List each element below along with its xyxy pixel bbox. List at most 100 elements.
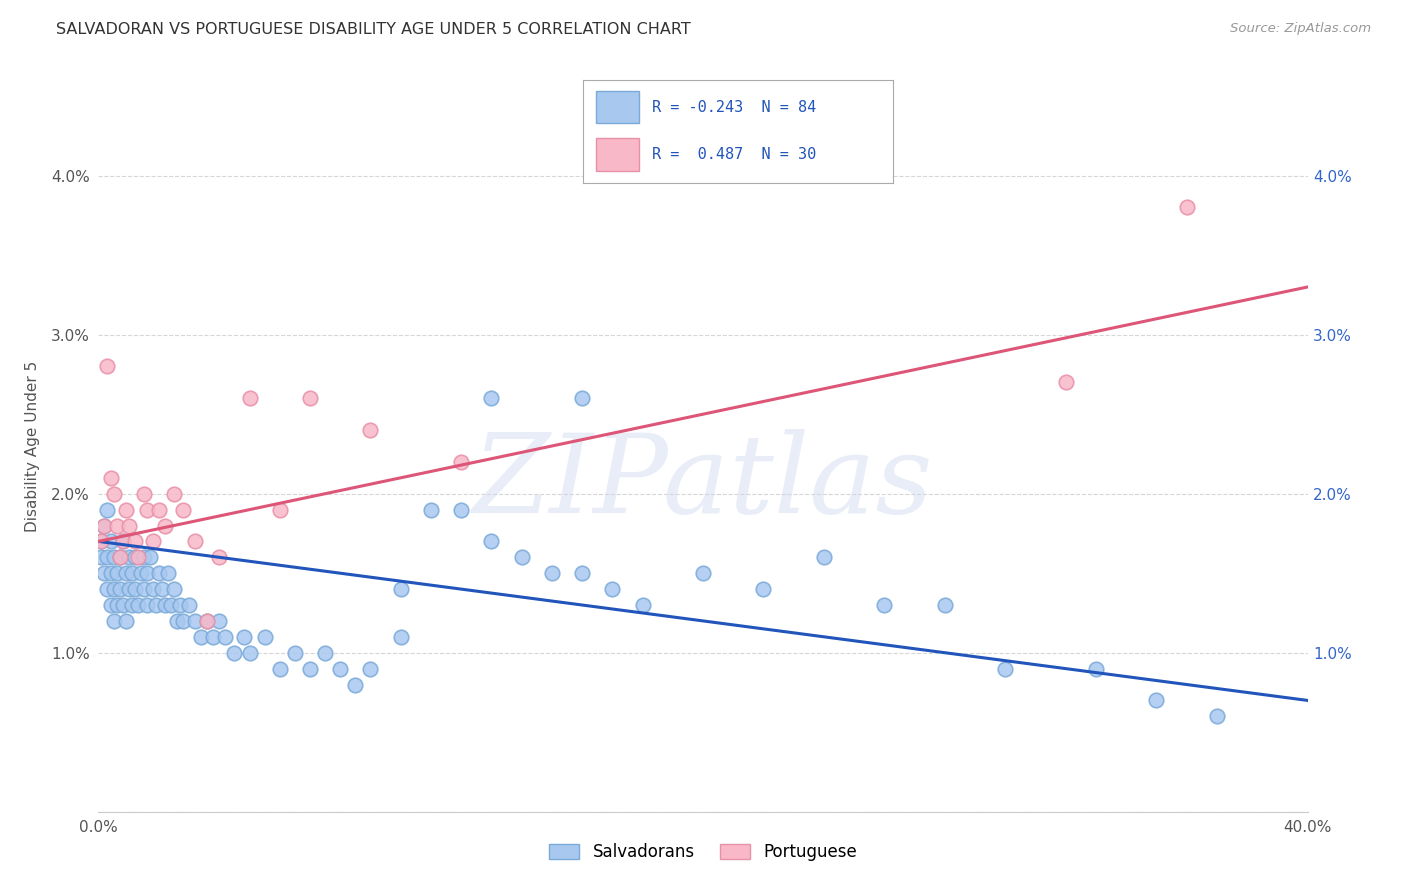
Point <box>813 550 835 565</box>
Point <box>100 566 122 581</box>
Point <box>692 153 714 167</box>
Point <box>329 662 352 676</box>
Point <box>481 534 503 549</box>
Point <box>96 502 118 516</box>
Point <box>540 566 562 581</box>
Point <box>166 614 188 628</box>
Point <box>153 598 176 612</box>
Point <box>153 518 176 533</box>
Point <box>111 534 134 549</box>
Point <box>93 566 115 581</box>
Point <box>145 598 167 612</box>
Point <box>111 534 134 549</box>
Point <box>873 598 896 612</box>
Point <box>184 534 207 549</box>
Point <box>208 614 231 628</box>
Point <box>224 646 246 660</box>
Point <box>1054 376 1077 390</box>
Point <box>129 566 152 581</box>
Point <box>1206 709 1229 723</box>
Point <box>132 582 155 596</box>
Point <box>602 582 624 596</box>
Text: ZIPatlas: ZIPatlas <box>472 429 934 536</box>
Point <box>114 566 136 581</box>
Point <box>172 502 194 516</box>
Point <box>118 518 141 533</box>
Point <box>142 534 165 549</box>
Point <box>121 598 143 612</box>
Point <box>208 550 231 565</box>
Point <box>1085 662 1108 676</box>
Point <box>360 423 382 437</box>
Point <box>163 486 186 500</box>
Point <box>420 502 443 516</box>
Point <box>135 566 157 581</box>
Point <box>1175 201 1198 215</box>
Point <box>214 630 236 644</box>
Point <box>93 518 115 533</box>
Point <box>160 598 183 612</box>
Y-axis label: Disability Age Under 5: Disability Age Under 5 <box>25 360 41 532</box>
Point <box>103 550 125 565</box>
Point <box>344 677 367 691</box>
Point <box>124 582 146 596</box>
Point <box>105 598 128 612</box>
Point <box>142 582 165 596</box>
Point <box>179 598 201 612</box>
Point <box>118 582 141 596</box>
Bar <box>596 137 640 170</box>
Point <box>90 550 112 565</box>
Point <box>269 662 291 676</box>
Point <box>100 471 122 485</box>
Point <box>299 392 322 406</box>
Point <box>103 486 125 500</box>
Point <box>127 598 149 612</box>
Point <box>105 566 128 581</box>
Point <box>132 550 155 565</box>
Point <box>114 502 136 516</box>
Point <box>148 566 170 581</box>
Point <box>124 550 146 565</box>
Point <box>169 598 191 612</box>
Point <box>195 614 218 628</box>
Text: R =  0.487  N = 30: R = 0.487 N = 30 <box>651 146 815 161</box>
Point <box>127 550 149 565</box>
Point <box>299 662 322 676</box>
Text: R = -0.243  N = 84: R = -0.243 N = 84 <box>651 101 815 115</box>
Point <box>108 550 131 565</box>
Point <box>108 582 131 596</box>
Point <box>239 392 262 406</box>
Text: Source: ZipAtlas.com: Source: ZipAtlas.com <box>1230 22 1371 36</box>
Point <box>90 534 112 549</box>
Point <box>114 614 136 628</box>
Point <box>202 630 225 644</box>
Point <box>96 359 118 374</box>
Point <box>253 630 276 644</box>
Legend: Salvadorans, Portuguese: Salvadorans, Portuguese <box>541 835 865 869</box>
Point <box>96 550 118 565</box>
Point <box>135 598 157 612</box>
Point <box>389 630 412 644</box>
Text: SALVADORAN VS PORTUGUESE DISABILITY AGE UNDER 5 CORRELATION CHART: SALVADORAN VS PORTUGUESE DISABILITY AGE … <box>56 22 690 37</box>
Point <box>232 630 254 644</box>
Point <box>239 646 262 660</box>
Point <box>481 392 503 406</box>
Bar <box>596 91 640 123</box>
Point <box>269 502 291 516</box>
Point <box>571 392 593 406</box>
Point <box>108 550 131 565</box>
Point <box>184 614 207 628</box>
Point <box>450 455 472 469</box>
Point <box>148 502 170 516</box>
Point <box>100 534 122 549</box>
Point <box>389 582 412 596</box>
Point <box>752 582 775 596</box>
Point <box>510 550 533 565</box>
Point <box>172 614 194 628</box>
Point <box>1144 693 1167 707</box>
Point <box>103 582 125 596</box>
Point <box>93 518 115 533</box>
Point <box>692 566 714 581</box>
Point <box>105 518 128 533</box>
Point <box>103 614 125 628</box>
